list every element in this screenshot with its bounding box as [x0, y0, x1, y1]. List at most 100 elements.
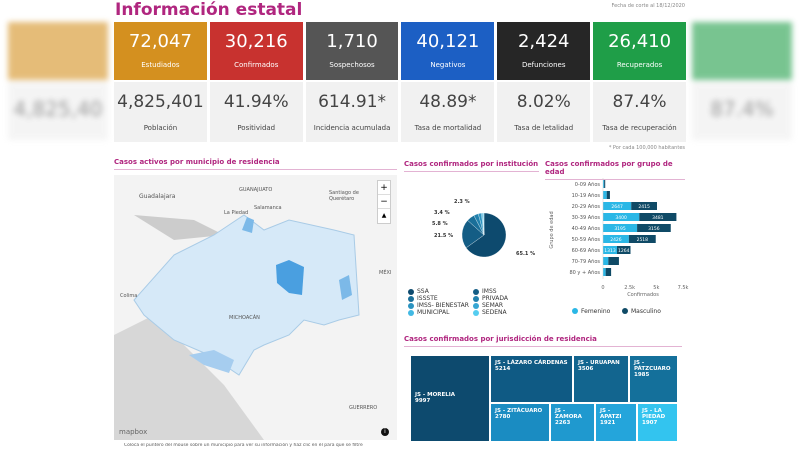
age-bar: [603, 224, 638, 232]
treemap-cell[interactable]: JS - ZAMORA 2263: [550, 403, 595, 442]
map-label: La Piedad: [224, 210, 249, 216]
legend-swatch: [473, 295, 479, 302]
x-tick: 0: [601, 285, 604, 291]
pie-label: 3.4 %: [434, 210, 450, 216]
legend-label: MUNICIPAL: [417, 309, 450, 316]
age-bar: [603, 257, 609, 265]
bar-value: 3481: [652, 215, 664, 221]
legend-swatch: [473, 309, 479, 316]
cell-value: 1907: [642, 420, 658, 426]
kpi-top: 72,047 Estudiados: [114, 22, 207, 80]
legend-label: ISSSTE: [417, 295, 438, 302]
cell-name: JS - ZAMORA: [555, 408, 582, 420]
age-bar: [617, 246, 631, 254]
age-bar: [631, 202, 657, 210]
cell-name: JS - APATZI: [600, 408, 622, 420]
legend-label: SEMAR: [482, 302, 504, 309]
bar-value: 3195: [614, 226, 626, 232]
kpi-top: 2,424 Defunciones: [497, 22, 591, 80]
treemap-cell[interactable]: JS - APATZI 1921: [595, 403, 637, 442]
kpi-top: 1,710 Sospechosos: [305, 22, 399, 80]
legend-item[interactable]: MUNICIPAL: [408, 309, 449, 316]
mapbox-logo: mapbox: [119, 428, 148, 436]
legend-swatch: [408, 302, 414, 309]
bar-value: 2426: [610, 237, 622, 243]
pie-label: 5.8 %: [432, 221, 448, 227]
kpi-card: 40,121 Negativos 48.89* Tasa de mortalidad: [401, 22, 495, 142]
age-category: 10-19 Años: [572, 193, 601, 199]
age-category: 70-79 Años: [572, 259, 601, 265]
legend-label: SSA: [417, 288, 429, 295]
stat-label: Positividad: [237, 124, 276, 132]
cell-name: JS - LÁZARO CÁRDENAS: [495, 360, 568, 366]
page-title: Información estatal: [115, 0, 303, 20]
stat-value: 41.94%: [223, 92, 289, 112]
info-icon[interactable]: i: [381, 428, 389, 436]
stat-box: 48.89* Tasa de mortalidad: [401, 82, 495, 142]
age-category: 30-39 Años: [572, 215, 601, 221]
jurisdiction-treemap: JS - MORELIA 9997 JS - LÁZARO CÁRDENAS 5214…: [410, 355, 678, 442]
map-label: Guadalajara: [139, 193, 176, 200]
legend-swatch: [408, 295, 414, 302]
cell-name: JS - MORELIA: [415, 392, 456, 398]
age-bar: [606, 191, 610, 199]
kpi-card: 1,710 Sospechosos 614.91* Incidencia acumu…: [305, 22, 399, 142]
age-category: 0-09 Años: [575, 182, 601, 188]
x-axis-label: Confirmados: [627, 292, 659, 298]
treemap-cell[interactable]: JS - LÁZARO CÁRDENAS 5214: [490, 355, 573, 403]
pie-slice: [465, 212, 507, 258]
treemap-cell[interactable]: JS - LA PIEDAD 1907: [637, 403, 678, 442]
age-bar: [603, 246, 618, 254]
treemap-cell[interactable]: JS - MORELIA 9997: [410, 355, 490, 442]
compass-button[interactable]: ▲: [381, 212, 387, 219]
map-label: Salamanca: [254, 205, 282, 211]
map-controls: + − ▲: [377, 180, 391, 224]
map-label: Colima: [120, 293, 138, 299]
x-tick: 2.5k: [624, 285, 635, 291]
zoom-out-button[interactable]: −: [378, 195, 390, 209]
legend-swatch: [408, 288, 414, 295]
legend-item[interactable]: SEMAR: [473, 302, 503, 309]
map-label: GUANAJUATO: [239, 187, 273, 193]
age-bar: [637, 224, 671, 232]
kpi-label: Negativos: [430, 61, 466, 69]
stat-label: Tasa de mortalidad: [414, 124, 482, 132]
legend-item[interactable]: IMSS- BIENESTAR: [408, 302, 469, 309]
cutoff-date: Fecha de corte al 18/12/2020: [611, 3, 685, 9]
legend-item[interactable]: PRIVADA: [473, 295, 508, 302]
legend-swatch: [572, 308, 578, 314]
legend-swatch: [408, 309, 414, 316]
treemap-cell[interactable]: JS - ZITÁCUARO 2780: [490, 403, 550, 442]
stat-value: 8.02%: [516, 92, 571, 112]
treemap-cell[interactable]: JS - URUAPAN 3506: [573, 355, 629, 403]
age-category: 40-49 Años: [572, 226, 601, 232]
kpi-value: 26,410: [608, 31, 672, 52]
municipality-map[interactable]: GUANAJUATO Santiago de Querétaro Guadala…: [114, 175, 397, 440]
legend-item[interactable]: ISSSTE: [408, 295, 438, 302]
stat-label: Tasa de letalidad: [514, 124, 574, 132]
stat-box: 4,825,401 Población: [114, 82, 207, 142]
map-label: Santiago de Querétaro: [329, 190, 359, 202]
cell-name: JS - PÁTZCUARO: [634, 360, 671, 372]
age-bar: [608, 257, 619, 265]
age-category: 50-59 Años: [572, 237, 601, 243]
zoom-in-button[interactable]: +: [378, 181, 390, 195]
legend-label: Masculino: [631, 308, 661, 315]
age-bar: [639, 213, 677, 221]
treemap-cell[interactable]: JS - PÁTZCUARO 1985: [629, 355, 678, 403]
map-title: Casos activos por municipio de residenci…: [114, 158, 397, 170]
stat-label: Tasa de recuperación: [602, 124, 677, 132]
bar-value: 1264: [618, 248, 630, 254]
legend-item[interactable]: SEDENA: [473, 309, 507, 316]
stat-box: 8.02% Tasa de letalidad: [497, 82, 591, 142]
legend-item[interactable]: IMSS: [473, 288, 497, 295]
bar-value: 2647: [611, 204, 623, 210]
cell-name: JS - URUAPAN: [578, 360, 620, 366]
institution-pie-chart: 65.1 % 21.5 % 5.8 % 3.4 % 2.3 %: [432, 199, 535, 258]
kpi-value: 2,424: [517, 31, 570, 52]
stat-label: Población: [143, 124, 178, 132]
kpi-cards: 72,047 Estudiados 4,825,401 Población 30,2…: [114, 22, 686, 142]
cell-name: JS - LA PIEDAD: [642, 408, 666, 420]
bar-value: 2415: [638, 204, 650, 210]
legend-item[interactable]: SSA: [408, 288, 429, 295]
